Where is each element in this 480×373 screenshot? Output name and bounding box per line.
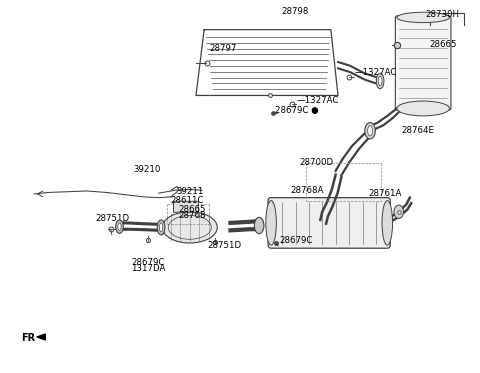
Ellipse shape (118, 223, 121, 231)
Ellipse shape (368, 126, 372, 136)
Ellipse shape (394, 205, 404, 219)
Text: 28797: 28797 (209, 44, 236, 53)
Ellipse shape (266, 201, 276, 245)
Text: 28665: 28665 (179, 206, 206, 214)
Text: FR: FR (21, 333, 35, 343)
Text: 28768: 28768 (179, 211, 206, 220)
Text: 28611C: 28611C (171, 196, 204, 205)
Ellipse shape (382, 201, 393, 245)
Text: 28751D: 28751D (207, 241, 241, 250)
Ellipse shape (116, 220, 123, 233)
Text: —1327AC: —1327AC (297, 96, 339, 105)
Text: 28730H: 28730H (426, 10, 460, 19)
Polygon shape (37, 334, 46, 340)
Ellipse shape (159, 223, 163, 232)
Ellipse shape (397, 101, 449, 116)
Text: 28679C ●: 28679C ● (275, 106, 319, 115)
Ellipse shape (162, 212, 217, 243)
Ellipse shape (254, 217, 264, 234)
Text: 28679C: 28679C (131, 258, 164, 267)
Text: 28764E: 28764E (402, 126, 434, 135)
Text: 28761A: 28761A (368, 189, 402, 198)
Text: 28768A: 28768A (290, 186, 324, 195)
Ellipse shape (376, 73, 384, 89)
Text: 39211: 39211 (177, 187, 204, 196)
Ellipse shape (397, 12, 449, 23)
FancyBboxPatch shape (396, 16, 451, 110)
Ellipse shape (378, 76, 382, 86)
Text: —1327AC: —1327AC (355, 68, 397, 76)
Ellipse shape (365, 123, 375, 139)
Text: 28679C: 28679C (279, 236, 312, 245)
Text: 28798: 28798 (281, 7, 309, 16)
Ellipse shape (157, 220, 165, 235)
Text: 28700D: 28700D (300, 158, 334, 167)
Text: 1317DA: 1317DA (131, 264, 165, 273)
FancyBboxPatch shape (268, 198, 390, 248)
Text: 28665: 28665 (429, 40, 456, 49)
FancyBboxPatch shape (173, 201, 198, 212)
Text: 39210: 39210 (134, 165, 161, 174)
Text: 28751D: 28751D (96, 214, 130, 223)
